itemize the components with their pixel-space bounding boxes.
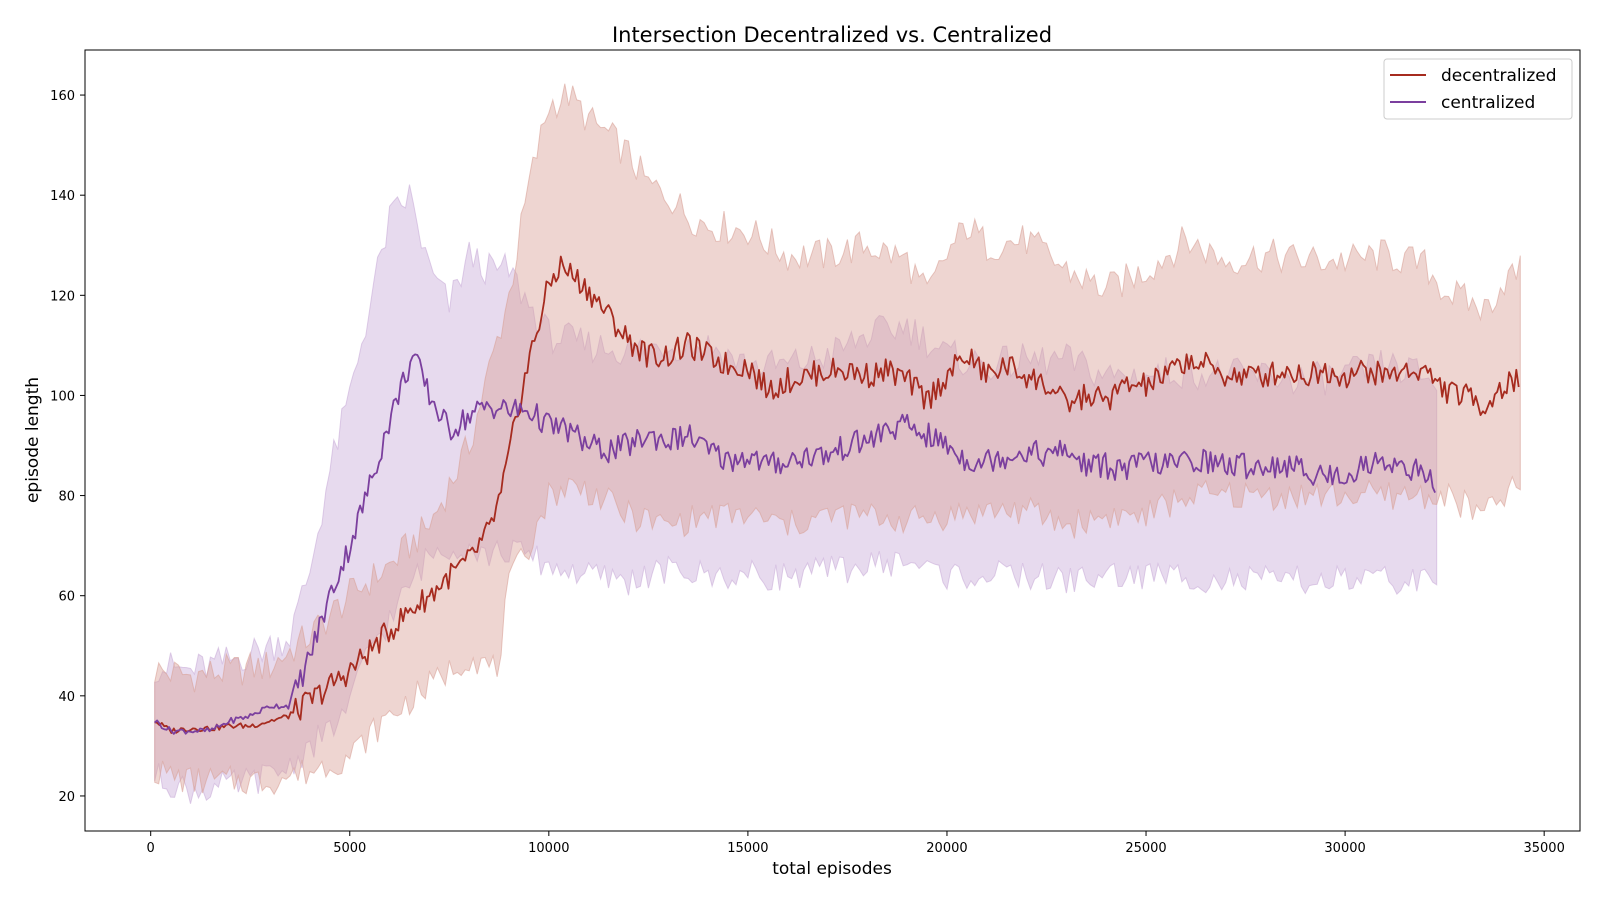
- x-tick-label: 5000: [333, 841, 366, 856]
- y-tick-label: 20: [58, 790, 75, 805]
- series-lines: [154, 255, 1520, 735]
- x-tick-label: 30000: [1324, 841, 1365, 856]
- y-tick-label: 120: [50, 289, 75, 304]
- x-tick-label: 15000: [727, 841, 768, 856]
- y-tick-label: 80: [58, 490, 75, 505]
- y-tick-label: 60: [58, 590, 75, 605]
- x-axis-title: total episodes: [772, 859, 892, 879]
- legend-label-decentralized: decentralized: [1441, 66, 1557, 86]
- x-tick-label: 0: [147, 841, 155, 856]
- line-decentralized: [154, 255, 1520, 734]
- confidence-bands: [154, 83, 1521, 804]
- chart-title: Intersection Decentralized vs. Centraliz…: [612, 23, 1052, 47]
- x-tick-label: 10000: [528, 841, 569, 856]
- plot-area-frame: [84, 49, 1581, 832]
- y-axis-ticks: 20 40 60 80 100 120 140 160: [50, 89, 85, 805]
- y-axis-title: episode length: [23, 377, 43, 503]
- band-decentralized: [154, 83, 1521, 796]
- x-tick-label: 25000: [1125, 841, 1166, 856]
- y-tick-label: 40: [58, 690, 75, 705]
- x-tick-label: 20000: [926, 841, 967, 856]
- band-centralized: [154, 184, 1438, 804]
- y-tick-label: 160: [50, 89, 75, 104]
- y-tick-label: 140: [50, 189, 75, 204]
- y-tick-label: 100: [50, 389, 75, 404]
- line-centralized: [154, 353, 1436, 735]
- x-tick-label: 35000: [1523, 841, 1564, 856]
- legend-box: [1383, 58, 1573, 120]
- legend-label-centralized: centralized: [1441, 93, 1535, 113]
- x-axis-ticks: 0 5000 10000 15000 20000 25000 30000 35000: [147, 831, 1565, 856]
- legend: decentralized centralized: [1383, 58, 1573, 120]
